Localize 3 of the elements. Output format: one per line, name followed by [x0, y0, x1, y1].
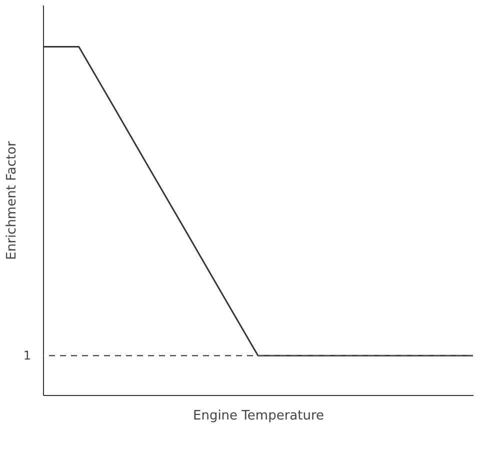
x-axis-title: Engine Temperature — [192, 408, 324, 424]
y-axis-title: Enrichment Factor — [4, 140, 20, 260]
text: 1 — [23, 348, 31, 363]
